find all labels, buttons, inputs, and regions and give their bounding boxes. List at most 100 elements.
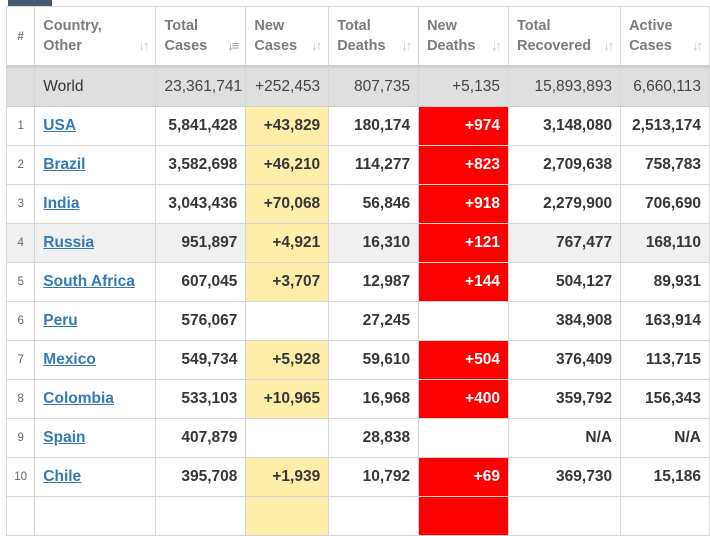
header-total-deaths[interactable]: Total Deaths ↓↑ — [328, 6, 420, 68]
country-link[interactable]: Colombia — [43, 390, 114, 407]
sort-icon[interactable]: ↓↑ — [692, 38, 703, 53]
top-tab-indicator — [8, 0, 52, 6]
header-total-recovered[interactable]: Total Recovered ↓↑ — [507, 6, 622, 68]
row-index-cell: 3 — [5, 184, 36, 224]
active-cases-cell: 156,343 — [620, 379, 710, 419]
sort-icon[interactable]: ↓↑ — [311, 38, 322, 53]
table-row: 3 India 3,043,436 +70,068 56,846 +918 2,279,90… — [5, 184, 710, 224]
table-row — [5, 496, 710, 536]
total-deaths-cell: 16,968 — [328, 379, 420, 419]
header-new-deaths-line2: Deaths — [427, 38, 476, 54]
header-total-deaths-line1: Total — [337, 18, 371, 34]
world-new-cases: +252,453 — [245, 66, 330, 107]
table-row: 9 Spain 407,879 28,838 N/A N/A — [5, 418, 710, 458]
header-total-cases[interactable]: Total Cases ↓≡ — [155, 6, 247, 68]
row-index-cell: 5 — [5, 262, 36, 302]
total-recovered-cell: 504,127 — [507, 262, 622, 302]
country-cell: South Africa — [34, 262, 157, 302]
total-recovered-cell: 2,279,900 — [507, 184, 622, 224]
header-new-cases[interactable]: New Cases ↓↑ — [245, 6, 330, 68]
country-link[interactable]: Brazil — [43, 156, 86, 173]
new-cases-cell: +4,921 — [245, 223, 330, 263]
country-link[interactable]: USA — [43, 117, 77, 134]
new-deaths-cell: +918 — [418, 184, 509, 224]
total-cases-cell: 576,067 — [155, 301, 247, 341]
total-deaths-cell: 180,174 — [328, 106, 420, 146]
total-deaths-cell — [328, 496, 420, 536]
header-active-cases[interactable]: Active Cases ↓↑ — [620, 6, 710, 68]
header-new-deaths[interactable]: New Deaths ↓↑ — [418, 6, 509, 68]
active-cases-cell: 15,186 — [620, 457, 710, 497]
table-header-row: # Country, Other ↓↑ Total Cases ↓≡ New C… — [5, 6, 710, 68]
total-cases-cell: 951,897 — [155, 223, 247, 263]
total-deaths-cell: 28,838 — [328, 418, 420, 458]
table-row: 1 USA 5,841,428 +43,829 180,174 +974 3,148,080… — [5, 106, 710, 146]
total-recovered-cell: N/A — [507, 418, 622, 458]
header-country[interactable]: Country, Other ↓↑ — [34, 6, 157, 68]
total-recovered-cell — [507, 496, 622, 536]
total-deaths-cell: 16,310 — [328, 223, 420, 263]
sort-desc-icon[interactable]: ↓≡ — [227, 38, 239, 53]
sort-icon[interactable]: ↓↑ — [490, 38, 502, 53]
country-cell: India — [34, 184, 157, 224]
new-cases-cell: +1,939 — [245, 457, 330, 497]
total-cases-cell — [155, 496, 247, 536]
total-cases-cell: 5,841,428 — [155, 106, 247, 146]
total-cases-cell: 533,103 — [155, 379, 247, 419]
country-link[interactable]: Russia — [43, 234, 95, 251]
total-recovered-cell: 384,908 — [507, 301, 622, 341]
row-index-cell: 2 — [5, 145, 36, 185]
new-cases-cell: +43,829 — [245, 106, 330, 146]
table-row: 7 Mexico 549,734 +5,928 59,610 +504 376,409 113… — [5, 340, 710, 380]
new-deaths-cell: +69 — [418, 457, 509, 497]
header-total-recovered-line1: Total — [516, 18, 551, 34]
new-cases-cell — [245, 418, 330, 458]
sort-icon[interactable]: ↓↑ — [138, 38, 149, 53]
total-deaths-cell: 10,792 — [328, 457, 420, 497]
header-active-cases-line2: Cases — [629, 38, 672, 54]
new-cases-cell: +5,928 — [245, 340, 330, 380]
total-recovered-cell: 2,709,638 — [507, 145, 622, 185]
total-cases-cell: 549,734 — [155, 340, 247, 380]
country-cell: Brazil — [34, 145, 157, 185]
country-link[interactable]: Spain — [43, 429, 86, 446]
country-link[interactable]: Mexico — [43, 351, 96, 368]
country-link[interactable]: India — [43, 195, 80, 212]
new-cases-cell — [245, 301, 330, 341]
row-index-cell: 8 — [5, 379, 36, 419]
new-cases-cell: +46,210 — [245, 145, 330, 185]
country-cell: Russia — [34, 223, 157, 263]
header-active-cases-line1: Active — [629, 18, 673, 34]
world-index-cell — [5, 66, 36, 107]
header-index[interactable]: # — [5, 6, 36, 68]
new-deaths-cell — [418, 301, 509, 341]
total-recovered-cell: 767,477 — [507, 223, 622, 263]
covid-stats-table: # Country, Other ↓↑ Total Cases ↓≡ New C… — [5, 6, 710, 536]
active-cases-cell: N/A — [620, 418, 710, 458]
active-cases-cell: 758,783 — [620, 145, 710, 185]
header-total-deaths-line2: Deaths — [337, 38, 386, 54]
active-cases-cell: 706,690 — [620, 184, 710, 224]
header-total-cases-line2: Cases — [164, 38, 208, 54]
new-cases-cell — [245, 496, 330, 536]
table-row: 8 Colombia 533,103 +10,965 16,968 +400 359,792… — [5, 379, 710, 419]
sort-icon[interactable]: ↓↑ — [401, 38, 412, 53]
sort-icon[interactable]: ↓↑ — [603, 38, 614, 53]
country-cell: Chile — [34, 457, 157, 497]
row-index-cell: 1 — [5, 106, 36, 146]
total-deaths-cell: 27,245 — [328, 301, 420, 341]
country-link[interactable]: Peru — [43, 312, 78, 329]
row-index-cell: 9 — [5, 418, 36, 458]
country-cell: Colombia — [34, 379, 157, 419]
header-new-cases-line2: Cases — [254, 38, 298, 54]
total-deaths-cell: 114,277 — [328, 145, 420, 185]
world-country-cell: World — [34, 66, 157, 107]
country-cell — [34, 496, 157, 536]
country-link[interactable]: South Africa — [43, 273, 135, 290]
country-link[interactable]: Chile — [43, 468, 82, 485]
total-deaths-cell: 59,610 — [328, 340, 420, 380]
total-recovered-cell: 359,792 — [507, 379, 622, 419]
total-deaths-cell: 56,846 — [328, 184, 420, 224]
header-new-deaths-line1: New — [427, 18, 457, 34]
total-deaths-cell: 12,987 — [328, 262, 420, 302]
